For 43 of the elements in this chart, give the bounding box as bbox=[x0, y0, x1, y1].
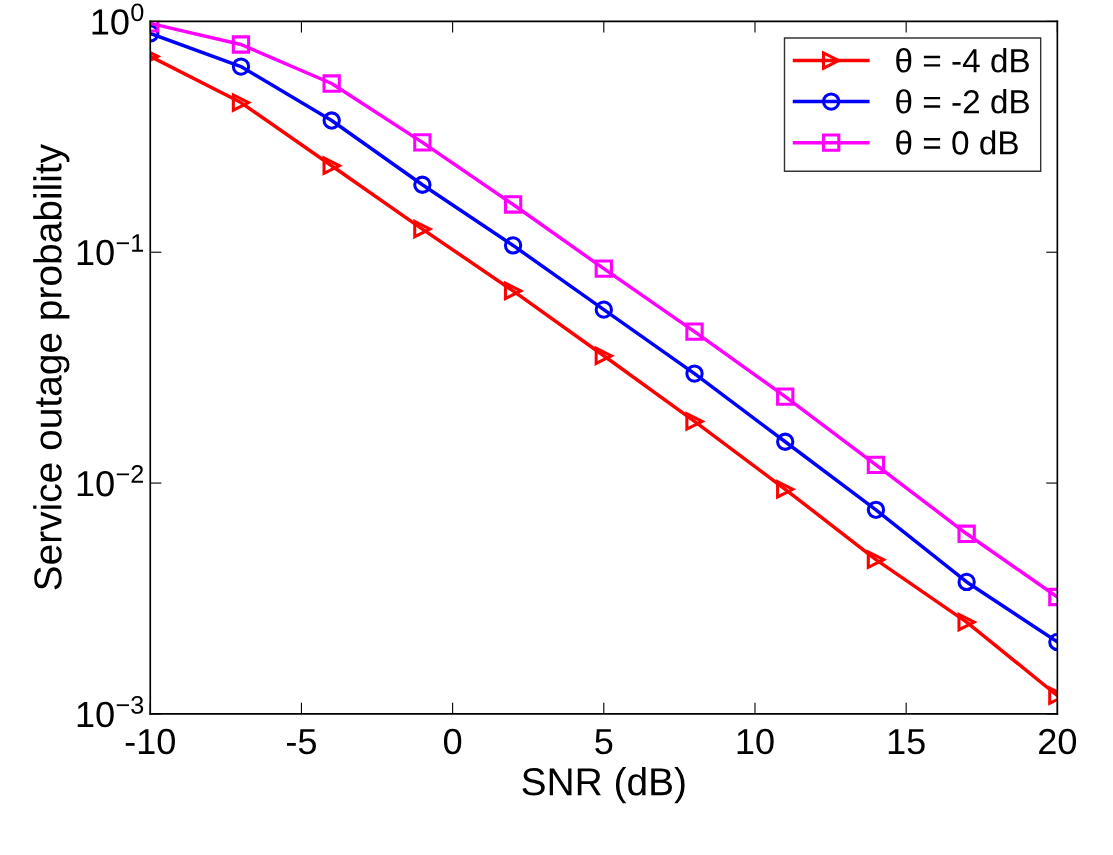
point bbox=[866, 500, 886, 519]
x-tick-label: 5 bbox=[595, 729, 613, 755]
point bbox=[503, 281, 523, 301]
point bbox=[957, 524, 976, 543]
point bbox=[866, 455, 886, 474]
y-axis-title: Service outage probability bbox=[33, 143, 70, 590]
legend-label: θ = -2 dB bbox=[896, 89, 1029, 114]
point bbox=[685, 322, 704, 341]
point bbox=[413, 133, 432, 152]
point bbox=[957, 572, 976, 592]
point bbox=[685, 364, 704, 383]
y-tick-label: 10$^{−2}$ bbox=[77, 465, 144, 497]
point bbox=[957, 612, 976, 632]
y-tick-label: 10$^{−3}$ bbox=[77, 695, 144, 728]
point bbox=[503, 236, 523, 255]
x-tick-label: 20 bbox=[1039, 728, 1077, 755]
point bbox=[231, 57, 251, 76]
point bbox=[776, 432, 795, 451]
point bbox=[594, 259, 613, 278]
point bbox=[866, 550, 886, 569]
point bbox=[231, 35, 251, 54]
legend-label: θ = 0 dB bbox=[896, 130, 1018, 155]
x-tick-label: 15 bbox=[888, 729, 925, 755]
point bbox=[231, 93, 251, 112]
legend-label: θ = -4 dB bbox=[896, 48, 1029, 73]
y-tick-label: 10$^{0}$ bbox=[92, 3, 144, 35]
x-axis-title: SNR (dB) bbox=[522, 767, 685, 804]
x-tick-label: -5 bbox=[286, 729, 316, 755]
point bbox=[685, 412, 704, 431]
y-tick-label: 10$^{−1}$ bbox=[77, 234, 144, 266]
point bbox=[776, 479, 797, 500]
point bbox=[413, 219, 432, 239]
point bbox=[776, 387, 795, 406]
point bbox=[322, 156, 341, 175]
x-tick-label: -10 bbox=[125, 728, 175, 755]
point bbox=[413, 175, 432, 194]
x-tick-label: 10 bbox=[737, 728, 774, 755]
x-tick-label: 0 bbox=[443, 728, 462, 755]
point bbox=[594, 300, 613, 319]
point bbox=[594, 346, 613, 365]
point bbox=[503, 195, 523, 214]
point bbox=[322, 74, 341, 93]
point bbox=[322, 111, 341, 130]
